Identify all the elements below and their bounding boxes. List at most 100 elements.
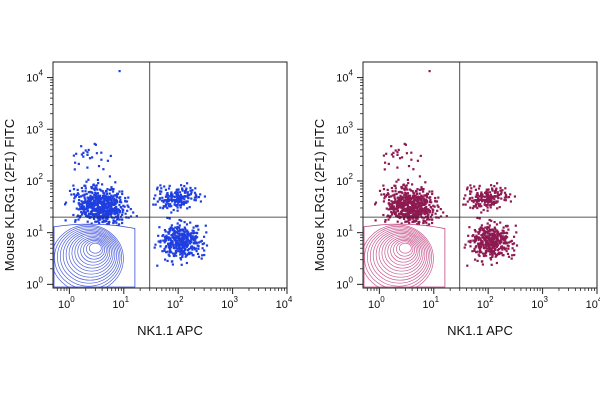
event-dot xyxy=(412,211,415,214)
x-axis-label: NK1.1 APC xyxy=(447,323,513,338)
event-dot xyxy=(428,210,431,213)
event-dot xyxy=(493,185,496,188)
event-dot xyxy=(494,252,497,255)
event-dot xyxy=(183,185,186,188)
event-dot xyxy=(99,197,102,200)
event-dot xyxy=(420,208,423,212)
event-dot xyxy=(431,213,434,216)
event-dot xyxy=(416,188,419,191)
event-dot xyxy=(178,232,181,235)
event-dot xyxy=(478,184,481,187)
event-dot xyxy=(481,263,484,266)
event-dot xyxy=(194,241,197,244)
event-dot xyxy=(428,200,431,203)
event-dot xyxy=(113,199,116,202)
event-dot xyxy=(97,210,100,214)
event-dot xyxy=(179,195,182,198)
event-dot xyxy=(174,249,178,253)
event-dot xyxy=(424,200,427,203)
event-dot xyxy=(492,240,495,243)
event-dot xyxy=(176,222,179,225)
event-dot xyxy=(393,196,396,199)
event-dot xyxy=(97,194,100,197)
contour-ring xyxy=(375,231,426,278)
event-dot xyxy=(82,151,85,154)
event-dot xyxy=(88,157,92,160)
event-dot xyxy=(394,190,397,193)
event-dot xyxy=(490,241,493,244)
event-dot xyxy=(475,193,478,196)
event-dot xyxy=(197,241,200,244)
event-dot xyxy=(478,247,482,251)
event-dot xyxy=(410,206,413,209)
event-dot xyxy=(413,209,416,212)
event-dot xyxy=(480,224,483,227)
event-dot xyxy=(504,248,507,251)
event-dot xyxy=(500,197,503,200)
event-dot xyxy=(434,200,437,203)
event-dot xyxy=(117,213,120,216)
event-dot xyxy=(178,200,181,203)
event-dot xyxy=(190,252,193,255)
event-dot xyxy=(427,208,431,211)
event-dot xyxy=(403,188,406,191)
event-dot xyxy=(74,195,77,198)
event-dot xyxy=(400,185,403,189)
event-dot xyxy=(166,197,170,200)
contour-lines xyxy=(53,223,136,288)
event-dot xyxy=(118,211,121,214)
event-dot xyxy=(93,193,96,196)
event-dot xyxy=(92,183,95,186)
event-dot xyxy=(471,196,474,199)
event-dot xyxy=(504,241,507,244)
event-dot xyxy=(487,229,490,232)
event-dot xyxy=(396,196,399,199)
event-dot xyxy=(172,228,175,231)
event-dot xyxy=(179,237,182,240)
event-dot xyxy=(415,210,418,213)
event-dot xyxy=(502,247,505,250)
event-dot xyxy=(397,178,400,181)
event-dot xyxy=(474,188,477,191)
event-dot xyxy=(106,208,109,211)
event-dot xyxy=(89,196,92,199)
event-dot xyxy=(156,188,159,191)
event-dot xyxy=(473,249,476,252)
event-dot xyxy=(404,214,407,217)
event-dot xyxy=(118,200,121,203)
event-dot xyxy=(95,187,98,190)
event-dot xyxy=(96,199,99,202)
event-dot xyxy=(107,205,110,208)
event-dot xyxy=(394,187,397,190)
event-dot xyxy=(392,209,395,213)
event-dot xyxy=(478,217,481,220)
event-dot xyxy=(425,207,428,210)
event-dot xyxy=(390,153,393,156)
event-dot xyxy=(400,222,403,225)
event-dot xyxy=(64,219,67,222)
event-dot xyxy=(181,189,184,192)
event-dot xyxy=(397,215,400,218)
event-dot xyxy=(483,236,486,239)
event-dot xyxy=(120,201,123,204)
event-dot xyxy=(178,226,181,229)
event-dot xyxy=(74,220,77,223)
event-dot xyxy=(426,208,429,211)
event-dot xyxy=(112,221,115,224)
event-dot xyxy=(428,203,431,207)
event-dot xyxy=(181,255,184,258)
event-dot xyxy=(92,213,95,216)
event-dot xyxy=(178,218,181,222)
event-dot xyxy=(511,254,514,257)
event-dot xyxy=(414,215,417,218)
contour-ring xyxy=(364,226,433,288)
event-dot xyxy=(479,203,482,206)
event-dot xyxy=(188,206,191,209)
event-dot xyxy=(484,238,487,241)
event-dot xyxy=(196,252,200,255)
event-dot xyxy=(159,184,162,187)
event-dot xyxy=(408,222,411,225)
event-dot xyxy=(496,207,499,210)
event-dot xyxy=(474,238,477,241)
event-dot xyxy=(423,212,426,215)
